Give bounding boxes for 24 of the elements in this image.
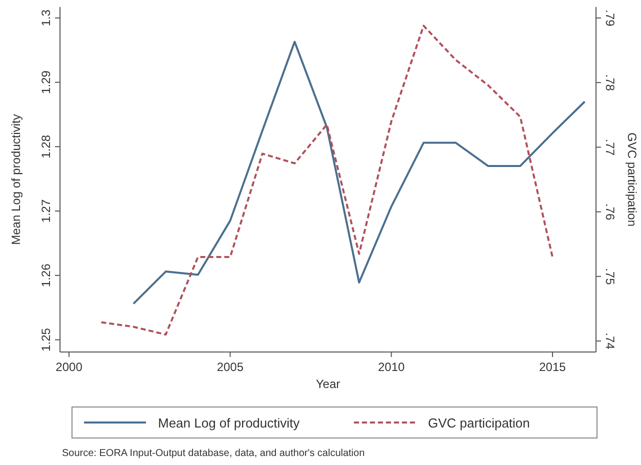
y2-axis-title: GVC participation	[625, 132, 639, 227]
y-tick-label: 1.3	[39, 9, 53, 26]
line-series	[132, 40, 586, 305]
legend-label: GVC participation	[428, 416, 530, 430]
y2-tick-label: .78	[603, 74, 617, 92]
y-axis-title: Mean Log of productivity	[9, 114, 23, 245]
x-tick-label: 2010	[378, 360, 406, 374]
source-note: Source: EORA Input-Output database, data, and author's calculation	[62, 448, 365, 459]
y-tick-label: 1.29	[39, 70, 53, 94]
y-tick-label: 1.25	[39, 328, 53, 352]
y2-tick-label: .74	[603, 332, 617, 350]
x-tick-label: 2005	[216, 360, 244, 374]
y2-tick-label: .79	[603, 10, 617, 27]
y2-tick-label: .77	[603, 138, 617, 156]
y2-tick-label: .75	[603, 268, 617, 286]
x-axis-title: Year	[316, 377, 340, 391]
legend-label: Mean Log of productivity	[158, 416, 300, 430]
x-tick-label: 2000	[56, 360, 83, 374]
y-tick-label: 1.26	[39, 263, 53, 288]
y-tick-label: 1.27	[39, 199, 53, 223]
x-tick-label: 2015	[539, 360, 566, 374]
y-tick-label: 1.28	[39, 134, 53, 158]
line-series	[100, 24, 554, 336]
y2-tick-label: .76	[603, 203, 617, 220]
